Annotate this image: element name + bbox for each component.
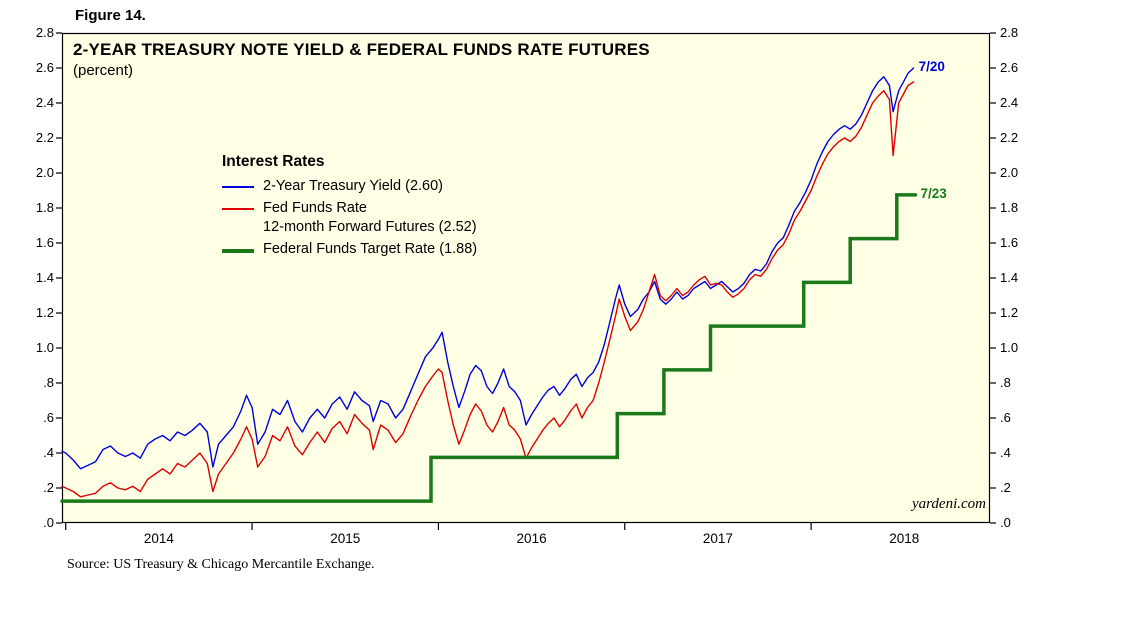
y-axis-label-left: .4	[43, 445, 54, 460]
x-axis-label: 2016	[516, 531, 547, 546]
y-axis-label-left: 1.2	[35, 305, 54, 320]
y-axis-label-left: .2	[43, 480, 54, 495]
x-axis-label: 2017	[702, 531, 733, 546]
y-axis-label-left: 2.0	[35, 165, 54, 180]
y-axis-label-left: 2.4	[35, 95, 54, 110]
x-axis-label: 2015	[330, 531, 361, 546]
y-axis-label-right: 2.2	[1000, 130, 1019, 145]
legend-swatch-red-line	[222, 208, 254, 210]
y-axis-label-right: 2.6	[1000, 60, 1019, 75]
end-date-label-blue: 7/20	[918, 59, 945, 74]
legend-label-fed-funds-line2: 12-month Forward Futures (2.52)	[263, 219, 477, 235]
y-axis-label-left: .8	[43, 375, 54, 390]
series-line-0	[61, 67, 915, 470]
legend-item-fed-funds-futures: Fed Funds Rate 12-month Forward Futures …	[222, 199, 477, 237]
x-axis-label: 2014	[143, 531, 174, 546]
source-note: Source: US Treasury & Chicago Mercantile…	[67, 557, 375, 572]
y-axis-label-right: .6	[1000, 410, 1011, 425]
series-line-2	[60, 193, 918, 503]
figure-label: Figure 14.	[75, 7, 146, 24]
y-axis-label-left: .0	[43, 515, 54, 530]
legend: Interest Rates 2-Year Treasury Yield (2.…	[222, 153, 477, 262]
y-axis-label-right: .2	[1000, 480, 1011, 495]
y-axis-label-right: 2.8	[1000, 25, 1019, 40]
y-axis-label-right: 1.0	[1000, 340, 1019, 355]
watermark: yardeni.com	[911, 496, 986, 512]
y-axis-label-right: 2.0	[1000, 165, 1019, 180]
y-axis-label-left: 2.8	[35, 25, 54, 40]
y-axis-label-right: 1.2	[1000, 305, 1019, 320]
y-axis-label-right: 2.4	[1000, 95, 1019, 110]
legend-label-target-rate: Federal Funds Target Rate (1.88)	[263, 241, 478, 257]
plot-area	[61, 32, 991, 524]
chart-title: 2-YEAR TREASURY NOTE YIELD & FEDERAL FUN…	[73, 40, 650, 59]
legend-label-fed-funds-line1: Fed Funds Rate	[263, 200, 367, 216]
legend-label-treasury-yield: 2-Year Treasury Yield (2.60)	[263, 178, 444, 194]
y-axis-label-left: 2.2	[35, 130, 54, 145]
y-axis-label-left: 1.8	[35, 200, 54, 215]
y-axis-label-right: .0	[1000, 515, 1011, 530]
y-axis-label-left: 1.4	[35, 270, 54, 285]
y-axis-label-right: .4	[1000, 445, 1011, 460]
y-axis-label-left: .6	[43, 410, 54, 425]
chart-subtitle: (percent)	[73, 62, 134, 79]
legend-swatch-green-line	[222, 249, 254, 253]
y-axis-label-right: 1.8	[1000, 200, 1019, 215]
x-axis-label: 2018	[889, 531, 920, 546]
y-axis-label-left: 1.6	[35, 235, 54, 250]
legend-title: Interest Rates	[222, 153, 325, 170]
y-axis-label-right: .8	[1000, 375, 1011, 390]
y-axis-label-left: 1.0	[35, 340, 54, 355]
y-axis-label-left: 2.6	[35, 60, 54, 75]
series-line-1	[61, 81, 915, 498]
y-axis-label-right: 1.6	[1000, 235, 1019, 250]
legend-swatch-blue-line	[222, 186, 254, 188]
legend-item-target-rate: Federal Funds Target Rate (1.88)	[222, 240, 477, 259]
legend-item-treasury-yield: 2-Year Treasury Yield (2.60)	[222, 177, 477, 196]
y-axis-label-right: 1.4	[1000, 270, 1019, 285]
end-date-label-green: 7/23	[920, 185, 947, 201]
